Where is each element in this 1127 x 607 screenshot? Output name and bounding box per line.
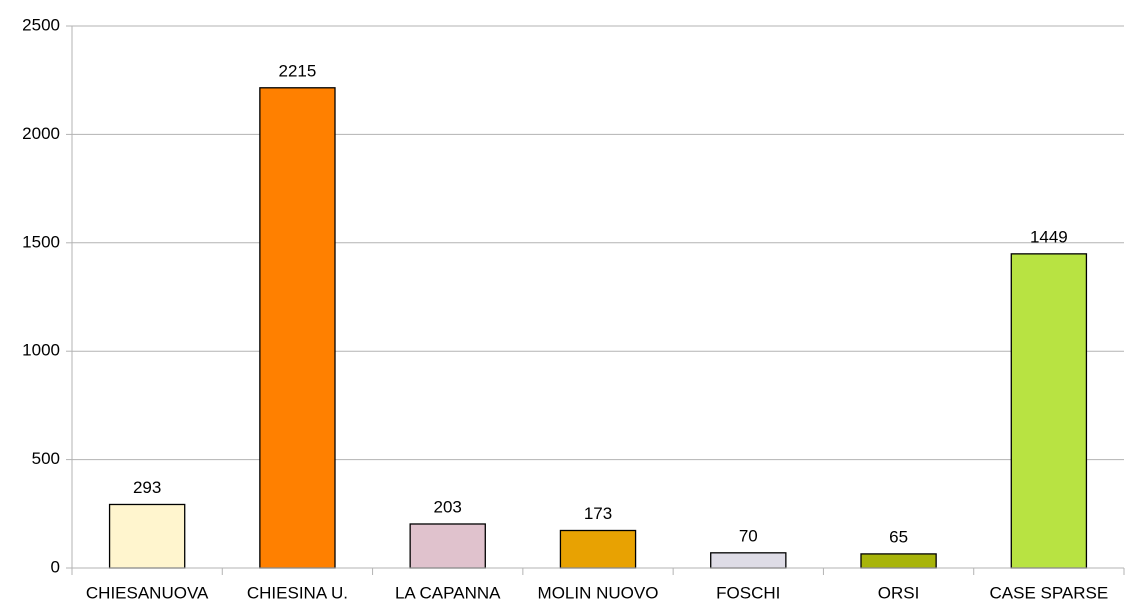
y-tick-label: 500 bbox=[32, 449, 60, 468]
value-label: 173 bbox=[584, 504, 612, 523]
x-tick-label: LA CAPANNA bbox=[395, 583, 501, 602]
bar bbox=[108, 503, 186, 569]
x-tick-label: CHIESANUOVA bbox=[86, 583, 209, 602]
value-label: 293 bbox=[133, 478, 161, 497]
y-tick-label: 2000 bbox=[22, 124, 60, 143]
value-label: 1449 bbox=[1030, 227, 1068, 246]
x-tick-label: CASE SPARSE bbox=[989, 583, 1108, 602]
x-tick-label: CHIESINA U. bbox=[247, 583, 348, 602]
x-tick-label: ORSI bbox=[878, 583, 920, 602]
value-label: 70 bbox=[739, 526, 758, 545]
y-tick-label: 1500 bbox=[22, 232, 60, 251]
x-tick-label: FOSCHI bbox=[716, 583, 780, 602]
value-label: 65 bbox=[889, 527, 908, 546]
bar bbox=[409, 523, 486, 569]
bar bbox=[1010, 253, 1088, 569]
bar bbox=[259, 87, 336, 569]
y-tick-label: 1000 bbox=[22, 341, 60, 360]
value-label: 2215 bbox=[279, 61, 317, 80]
bar bbox=[710, 552, 787, 569]
y-tick-label: 2500 bbox=[22, 15, 60, 34]
bar bbox=[860, 553, 937, 569]
bar bbox=[559, 529, 637, 569]
y-tick-label: 0 bbox=[51, 557, 60, 576]
x-tick-label: MOLIN NUOVO bbox=[538, 583, 659, 602]
value-label: 203 bbox=[434, 497, 462, 516]
